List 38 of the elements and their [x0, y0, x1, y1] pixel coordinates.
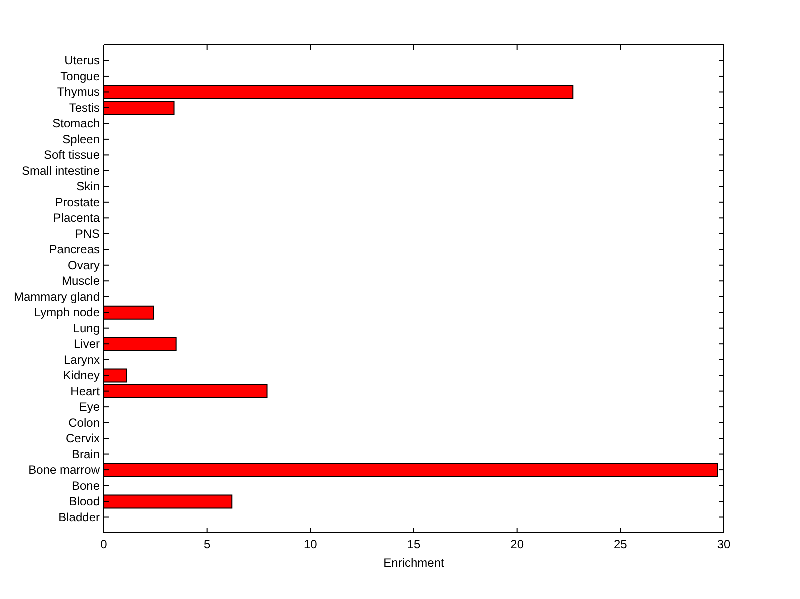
y-tick-label: Soft tissue [44, 148, 100, 162]
y-tick-label: Mammary gland [14, 290, 100, 304]
y-tick-label: Bone marrow [28, 463, 100, 478]
y-tick-label: Tongue [60, 69, 100, 84]
y-tick-label: Uterus [64, 54, 100, 68]
x-tick-label: 20 [510, 538, 524, 552]
y-tick-label: Lung [73, 321, 100, 336]
y-tick-label: Ovary [68, 258, 100, 272]
y-tick-label: Prostate [55, 195, 100, 210]
y-tick-label: Heart [70, 384, 101, 398]
y-tick-label: Spleen [62, 132, 100, 146]
y-tick-label: Brain [72, 447, 100, 462]
y-tick-label: Stomach [52, 116, 100, 131]
y-tick-label: Liver [74, 337, 100, 352]
x-tick-label: 0 [100, 538, 108, 552]
x-tick-label: 15 [407, 538, 421, 552]
y-tick-label: Testis [69, 100, 100, 115]
y-tick-label: Blood [69, 494, 100, 509]
y-tick-label: Placenta [53, 211, 100, 226]
y-tick-label: Muscle [62, 274, 100, 288]
x-tick-label: 30 [717, 538, 731, 552]
y-tick-label: Pancreas [49, 242, 100, 257]
y-tick-label: Bone [72, 478, 100, 493]
y-tick-label: Colon [68, 416, 100, 430]
y-tick-label: Cervix [66, 432, 100, 446]
y-tick-label: PNS [75, 226, 100, 241]
x-tick-label: 25 [614, 538, 628, 552]
y-tick-label: Small intestine [22, 164, 100, 178]
x-axis-title: Enrichment [384, 556, 446, 570]
x-tick-label: 10 [304, 538, 318, 552]
x-tick-label: 5 [204, 538, 211, 552]
y-tick-label: Thymus [57, 85, 100, 100]
y-tick-label: Eye [79, 400, 100, 414]
y-tick-label: Kidney [63, 368, 100, 383]
y-tick-label: Lymph node [34, 306, 100, 320]
y-tick-label: Skin [76, 180, 100, 194]
y-tick-label: Bladder [58, 510, 100, 524]
y-tick-label: Larynx [64, 352, 100, 367]
